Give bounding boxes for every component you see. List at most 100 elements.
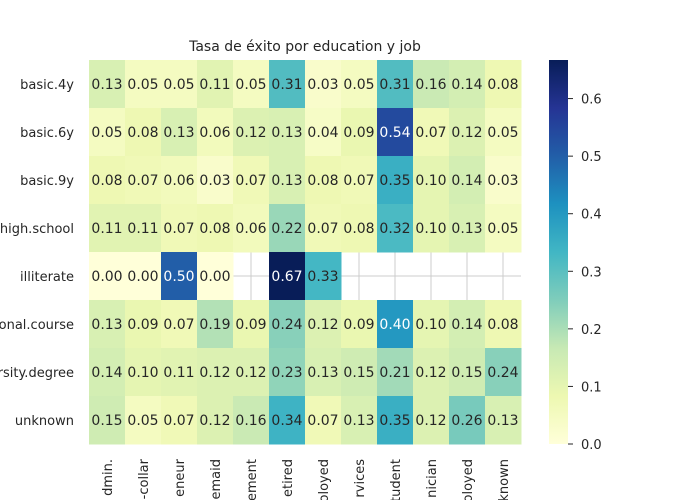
heatmap-cell: [197, 300, 234, 349]
cell-value-label: 0.05: [235, 77, 266, 93]
heatmap-cell: [305, 348, 342, 397]
cell-value-label: 0.09: [235, 317, 266, 333]
cell-value-label: 0.09: [343, 125, 374, 141]
heatmap-cell: [89, 252, 126, 301]
heatmap-cell: [377, 60, 414, 109]
heatmap-cell: [161, 108, 198, 157]
cell-value-label: 0.00: [91, 269, 122, 285]
cell-value-label: 0.08: [127, 125, 158, 141]
cell-value-label: 0.12: [451, 125, 482, 141]
cell-value-label: 0.11: [163, 365, 194, 381]
heatmap-cell: [377, 108, 414, 157]
cell-value-label: 0.05: [343, 77, 374, 93]
cell-value-label: 0.09: [343, 317, 374, 333]
column-label: known: [497, 459, 512, 500]
cell-value-label: 0.14: [451, 77, 482, 93]
cell-value-label: 0.21: [379, 365, 410, 381]
heatmap-cell: [233, 396, 270, 445]
heatmap-cell: [449, 108, 486, 157]
heatmap-cell: [269, 252, 306, 301]
cell-value-label: 0.12: [307, 317, 338, 333]
cell-value-label: 0.09: [127, 317, 158, 333]
heatmap-cell: [449, 156, 486, 205]
cell-value-label: 0.08: [487, 317, 518, 333]
heatmap-cell: [125, 300, 162, 349]
cell-value-label: 0.12: [235, 125, 266, 141]
cell-value-label: 0.13: [271, 173, 302, 189]
heatmap-cell: [125, 396, 162, 445]
heatmap-cell: [341, 60, 378, 109]
cell-value-label: 0.16: [415, 77, 446, 93]
heatmap-cell: [305, 156, 342, 205]
cell-value-label: 0.26: [451, 413, 482, 429]
heatmap-cell: [125, 60, 162, 109]
heatmap-cell: [413, 204, 450, 253]
heatmap-cell: [449, 300, 486, 349]
colorbar-tick-label: 0.4: [581, 208, 602, 223]
column-label: dmin.: [101, 459, 116, 496]
cell-value-label: 0.14: [91, 365, 122, 381]
row-label: unknown: [15, 414, 74, 429]
cell-value-label: 0.08: [91, 173, 122, 189]
heatmap-cell: [449, 396, 486, 445]
heatmap-cell: [197, 108, 234, 157]
heatmap-cell: [161, 252, 198, 301]
colorbar-tick-label: 0.5: [581, 150, 602, 165]
cell-value-label: 0.07: [307, 221, 338, 237]
heatmap-cell: [305, 396, 342, 445]
cell-value-label: 0.03: [487, 173, 518, 189]
cell-value-label: 0.05: [163, 77, 194, 93]
cell-value-label: 0.13: [91, 77, 122, 93]
cell-value-label: 0.33: [307, 269, 338, 285]
heatmap-cell: [485, 300, 522, 349]
cell-value-label: 0.05: [487, 125, 518, 141]
cell-value-label: 0.11: [127, 221, 158, 237]
heatmap-cell: [413, 60, 450, 109]
cell-value-label: 0.23: [271, 365, 302, 381]
heatmap-cell: [413, 156, 450, 205]
heatmap-cell: [341, 156, 378, 205]
cell-value-label: 0.34: [271, 413, 302, 429]
cell-value-label: 0.24: [271, 317, 302, 333]
cell-value-label: 0.54: [379, 125, 410, 141]
column-label: nician: [425, 459, 440, 498]
colorbar-tick-label: 0.1: [581, 380, 602, 395]
heatmap-cell: [161, 300, 198, 349]
cell-value-label: 0.03: [199, 173, 230, 189]
column-label: eneur: [173, 458, 188, 496]
heatmap-cells: 0.13 0.05 0.05 0.11 0.05 0.31 0.03 0.05 0.31 0.16…: [89, 60, 522, 445]
heatmap-cell: [161, 204, 198, 253]
cell-value-label: 0.07: [307, 413, 338, 429]
colorbar: 0.0 0.1 0.2 0.3 0.4 0.5 0.6: [549, 60, 602, 453]
cell-value-label: 0.50: [163, 269, 194, 285]
cell-value-label: 0.13: [343, 413, 374, 429]
heatmap-cell: [197, 60, 234, 109]
heatmap-cell: [89, 348, 126, 397]
row-label: basic.6y: [20, 126, 74, 141]
cell-value-label: 0.07: [343, 173, 374, 189]
heatmap-cell: [125, 204, 162, 253]
cell-value-label: 0.07: [163, 413, 194, 429]
row-label: basic.9y: [20, 174, 74, 189]
heatmap-cell: [269, 108, 306, 157]
cell-value-label: 0.06: [163, 173, 194, 189]
cell-value-label: 0.12: [415, 365, 446, 381]
row-label: basic.4y: [20, 78, 74, 93]
cell-value-label: 0.16: [235, 413, 266, 429]
cell-value-label: 0.10: [415, 221, 446, 237]
cell-value-label: 0.32: [379, 221, 410, 237]
cell-value-label: 0.13: [91, 317, 122, 333]
cell-value-label: 0.14: [451, 173, 482, 189]
heatmap-cell: [89, 204, 126, 253]
cell-value-label: 0.12: [235, 365, 266, 381]
colorbar-tick-label: 0.6: [581, 93, 602, 108]
heatmap-cell: [161, 396, 198, 445]
heatmap-cell: [197, 348, 234, 397]
column-label: emaid: [209, 459, 224, 500]
heatmap-cell: [377, 396, 414, 445]
heatmap-cell: [485, 108, 522, 157]
chart-title: Tasa de éxito por education y job: [188, 39, 421, 55]
cell-value-label: 0.67: [271, 269, 302, 285]
cell-value-label: 0.15: [343, 365, 374, 381]
column-label: tudent: [389, 459, 404, 500]
